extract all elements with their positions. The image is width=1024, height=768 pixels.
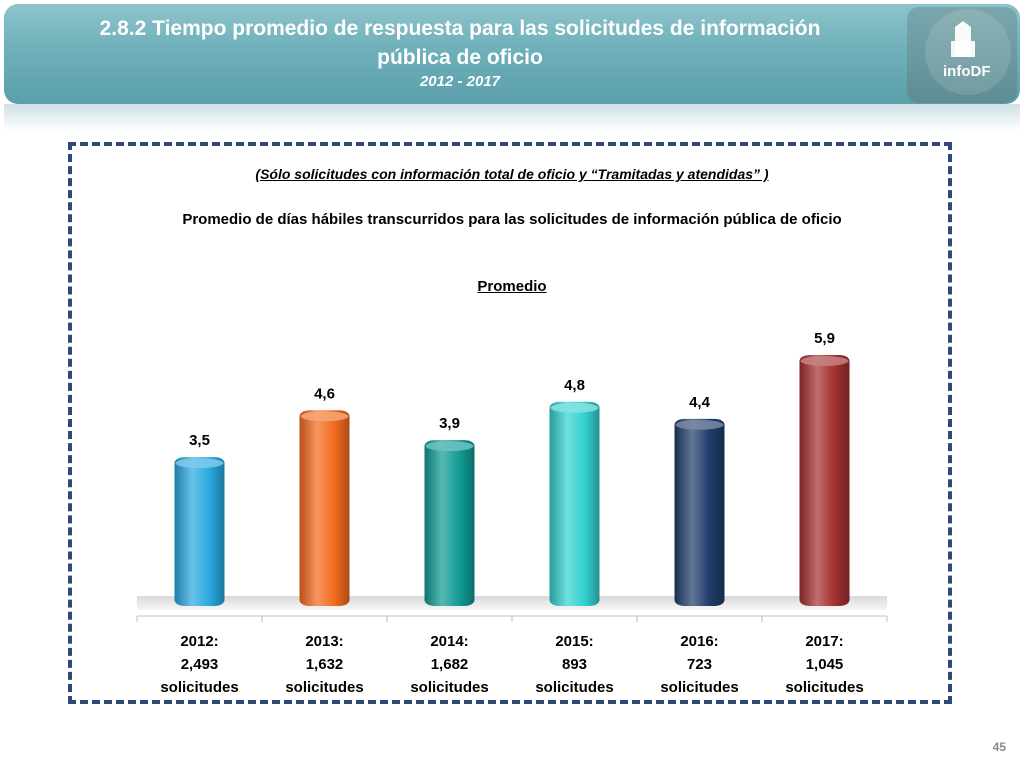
- x-tick-label: 2,493: [181, 656, 219, 673]
- x-tick-label: 1,632: [306, 656, 344, 673]
- bar-top-cap: [175, 458, 224, 469]
- bar-2017: [799, 355, 850, 606]
- bar-2015: [549, 401, 600, 606]
- chart-frame: [68, 142, 952, 704]
- x-tick-label: 1,045: [806, 656, 844, 673]
- x-tick-label: solicitudes: [785, 679, 863, 696]
- bar-2013: [299, 410, 350, 606]
- x-tick-label: 2013:: [305, 633, 343, 650]
- bar-2012: [174, 457, 225, 606]
- data-label: 4,8: [564, 377, 585, 394]
- bar-2014: [424, 440, 475, 606]
- chart-title: Promedio de días hábiles transcurridos p…: [182, 211, 842, 228]
- logo-building-icon: [951, 21, 975, 57]
- logo-text: infoDF: [943, 63, 991, 80]
- title-years: 2012 - 2017: [419, 73, 501, 90]
- bar-top-cap: [425, 441, 474, 452]
- x-tick-label: solicitudes: [160, 679, 238, 696]
- x-tick-label: 893: [562, 656, 587, 673]
- header-band: [4, 4, 1020, 104]
- series-name-label: Promedio: [477, 278, 547, 295]
- page-title: 2.8.2 Tiempo promedio de respuesta para …: [20, 14, 900, 92]
- data-label: 3,5: [189, 432, 210, 449]
- bar-top-cap: [550, 402, 599, 413]
- data-label: 4,4: [689, 394, 711, 411]
- x-tick-label: 2015:: [555, 633, 593, 650]
- bar-top-cap: [300, 411, 349, 422]
- infodf-logo: infoDF: [907, 7, 1017, 103]
- x-tick-label: solicitudes: [285, 679, 363, 696]
- x-tick-label: solicitudes: [410, 679, 488, 696]
- x-tick-label: 723: [687, 656, 712, 673]
- data-label: 5,9: [814, 330, 835, 347]
- data-label: 4,6: [314, 385, 335, 402]
- x-tick-label: 2012:: [180, 633, 218, 650]
- x-tick-label: 2016:: [680, 633, 718, 650]
- x-tick-label: solicitudes: [535, 679, 613, 696]
- title-line-2: pública de oficio: [377, 46, 543, 69]
- page-number: 45: [992, 740, 1006, 754]
- bar-top-cap: [675, 419, 724, 430]
- x-tick-label: 1,682: [431, 656, 469, 673]
- data-label: 3,9: [439, 415, 460, 432]
- x-tick-label: 2014:: [430, 633, 468, 650]
- bar-top-cap: [800, 356, 849, 366]
- chart-floor: [137, 596, 887, 610]
- x-tick-label: 2017:: [805, 633, 843, 650]
- bar-2016: [674, 418, 725, 606]
- header-shadow: [4, 104, 1020, 132]
- x-tick-label: solicitudes: [660, 679, 738, 696]
- title-line-1: 2.8.2 Tiempo promedio de respuesta para …: [99, 17, 821, 40]
- chart-subtitle: (Sólo solicitudes con información total …: [255, 166, 769, 182]
